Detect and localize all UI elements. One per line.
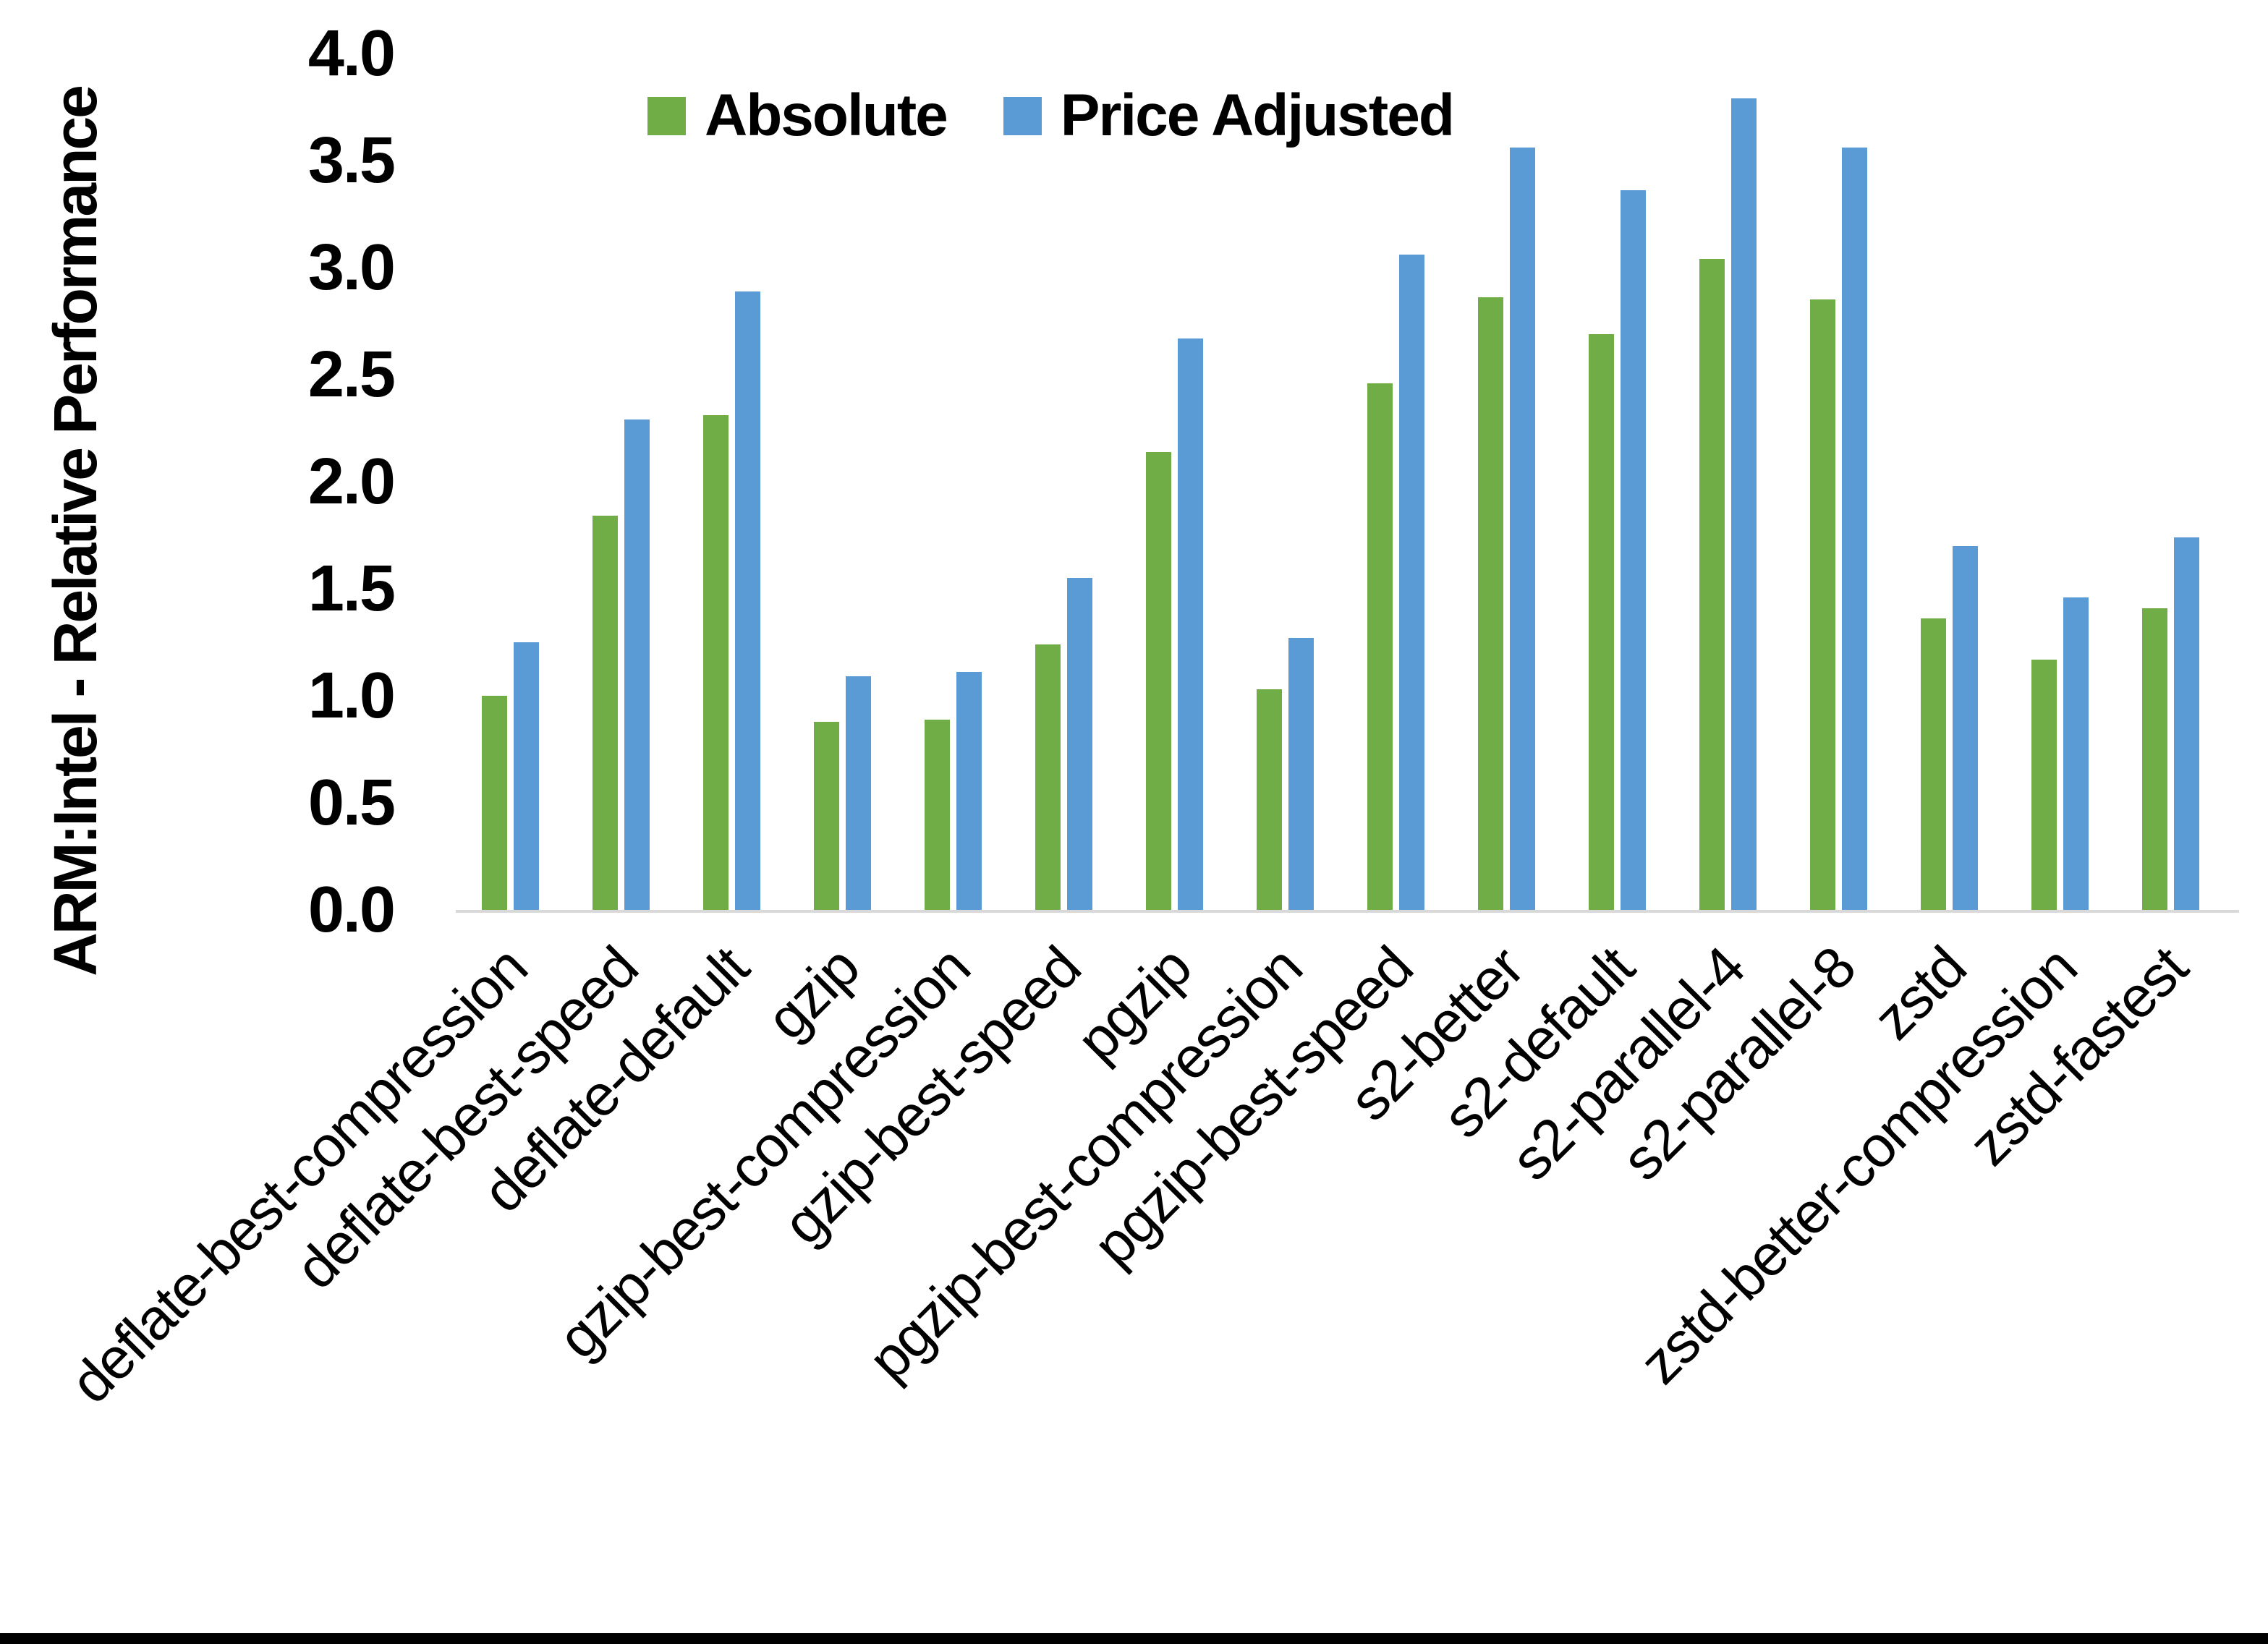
bar-price-adjusted-deflate-default bbox=[735, 291, 760, 910]
bar-price-adjusted-zstd bbox=[1953, 546, 1978, 910]
bar-absolute-zstd-better-compression bbox=[2031, 660, 2057, 910]
bar-absolute-deflate-default bbox=[703, 415, 729, 910]
bar-absolute-s2-parallel-8 bbox=[1810, 299, 1835, 910]
bar-absolute-gzip bbox=[814, 722, 839, 910]
bar-price-adjusted-s2-default bbox=[1621, 190, 1646, 910]
bar-price-adjusted-pgzip-best-speed bbox=[1399, 255, 1424, 910]
bar-price-adjusted-deflate-best-compression bbox=[514, 642, 539, 910]
bar-price-adjusted-gzip-best-speed bbox=[1067, 578, 1092, 910]
y-tick-label: 4.0 bbox=[307, 17, 396, 90]
bar-price-adjusted-deflate-best-speed bbox=[624, 419, 650, 910]
y-tick-label: 2.5 bbox=[307, 338, 396, 411]
x-axis-line bbox=[456, 910, 2239, 913]
bar-absolute-deflate-best-speed bbox=[593, 516, 618, 910]
y-tick-label: 0.5 bbox=[307, 767, 396, 839]
legend-swatch-absolute bbox=[647, 96, 686, 135]
bar-price-adjusted-s2-parallel-4 bbox=[1731, 98, 1757, 910]
bar-absolute-zstd bbox=[1921, 618, 1946, 910]
y-tick-label: 3.5 bbox=[307, 124, 396, 197]
bottom-border bbox=[0, 1633, 2268, 1644]
bar-absolute-s2-parallel-4 bbox=[1699, 259, 1725, 910]
bar-price-adjusted-gzip bbox=[846, 676, 871, 910]
bar-price-adjusted-s2-better bbox=[1510, 148, 1535, 910]
y-tick-label: 3.0 bbox=[307, 231, 396, 304]
legend-item-absolute: Absolute bbox=[647, 82, 948, 150]
y-tick-label: 1.0 bbox=[307, 660, 396, 732]
legend-swatch-price-adjusted bbox=[1003, 96, 1042, 135]
legend-label: Price Adjusted bbox=[1060, 82, 1455, 148]
bar-price-adjusted-pgzip bbox=[1178, 338, 1203, 910]
bar-absolute-deflate-best-compression bbox=[482, 696, 507, 910]
legend-item-price-adjusted: Price Adjusted bbox=[1003, 82, 1455, 150]
bar-price-adjusted-gzip-best-compression bbox=[956, 672, 982, 910]
y-tick-label: 0.0 bbox=[307, 874, 396, 946]
bar-absolute-gzip-best-speed bbox=[1035, 644, 1061, 910]
y-tick-label: 1.5 bbox=[307, 553, 396, 625]
bar-absolute-s2-better bbox=[1478, 297, 1503, 910]
legend: Absolute Price Adjusted bbox=[647, 81, 1455, 150]
y-axis-title-text: ARM:Intel - Relative Performance bbox=[41, 87, 109, 976]
legend-label: Absolute bbox=[705, 82, 948, 148]
bar-absolute-pgzip-best-compression bbox=[1257, 689, 1282, 910]
bar-price-adjusted-zstd-better-compression bbox=[2063, 597, 2089, 910]
bar-absolute-s2-default bbox=[1589, 334, 1614, 910]
bar-price-adjusted-zstd-fastest bbox=[2174, 537, 2199, 910]
bar-absolute-pgzip bbox=[1146, 452, 1171, 910]
bar-absolute-gzip-best-compression bbox=[925, 720, 950, 910]
bar-absolute-zstd-fastest bbox=[2142, 608, 2167, 910]
bar-absolute-pgzip-best-speed bbox=[1367, 383, 1393, 910]
y-tick-label: 2.0 bbox=[307, 446, 396, 518]
bar-price-adjusted-s2-parallel-8 bbox=[1842, 148, 1867, 910]
bar-price-adjusted-pgzip-best-compression bbox=[1288, 638, 1314, 910]
